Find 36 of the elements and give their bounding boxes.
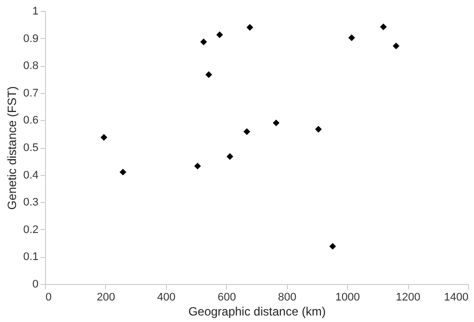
point [120,168,126,176]
y-tick-label: 0.5 [23,142,38,154]
y-tick-label: 0.9 [23,32,38,45]
x-tick-label: 800 [278,292,296,304]
y-axis-title: Genetic distance (FST) [5,86,20,210]
x-tick-label: 1000 [335,292,360,304]
point [380,23,387,30]
y-tick-label: 0.4 [23,169,38,182]
point [194,162,201,170]
y-tick-label: 0 [32,278,38,290]
point [392,42,400,50]
point [315,126,322,133]
point [246,24,254,31]
y-tick-label: 0.7 [23,87,38,100]
point [272,120,280,126]
point [205,71,212,78]
x-tick-label: 600 [218,292,236,304]
y-tick-label: 0.6 [23,114,38,127]
x-tick-label: 0 [46,292,52,304]
point [348,34,356,42]
y-tick-label: 0.1 [23,251,38,264]
y-tick-label: 1 [32,6,38,18]
y-tick-label: 0.8 [23,60,38,72]
x-tick-label: 1400 [444,292,468,304]
x-tick-label: 200 [96,292,116,304]
point [100,134,108,141]
point [329,242,336,250]
point [243,128,250,136]
point [226,153,234,160]
x-tick-label: 400 [157,292,176,304]
point [200,38,207,46]
y-tick-label: 0.3 [23,196,38,209]
x-axis-title: Geographic distance (km) [188,304,326,318]
x-tick-label: 1200 [396,292,420,304]
y-tick-label: 0.2 [23,224,38,236]
point [216,31,223,38]
